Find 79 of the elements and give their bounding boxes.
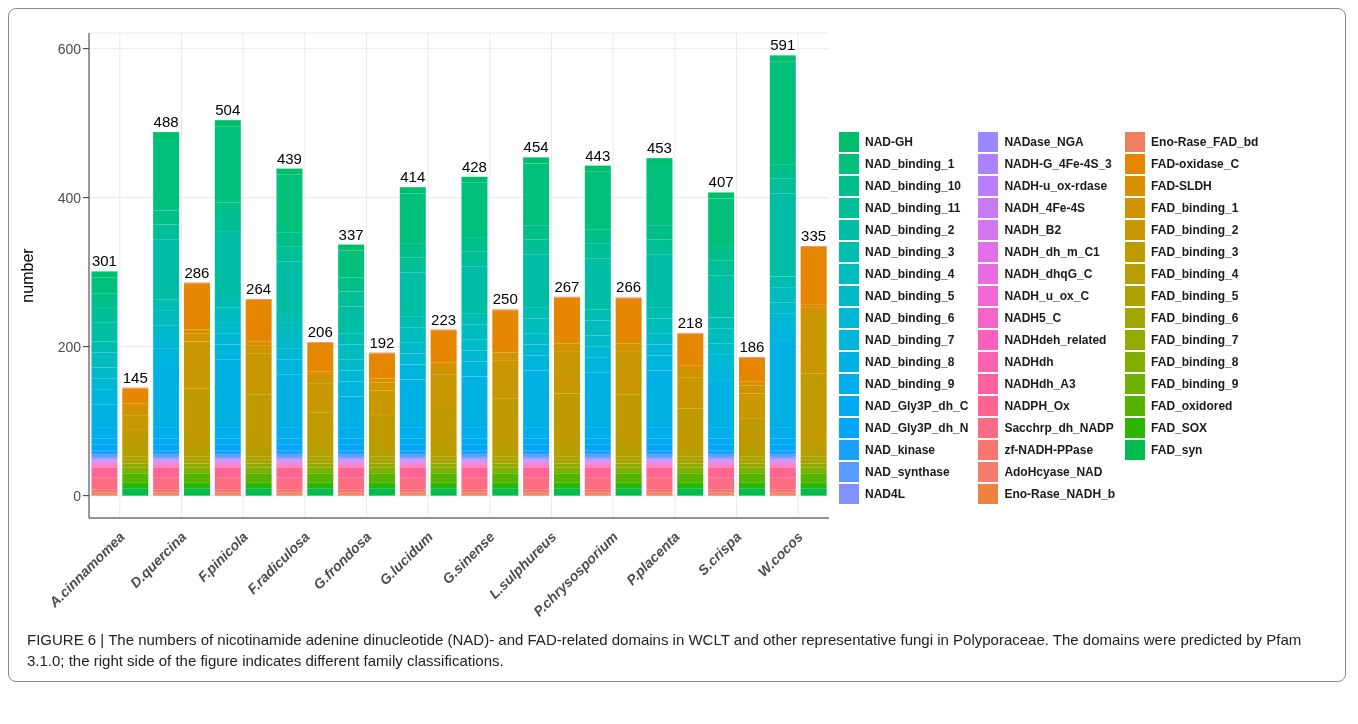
legend-label: NAD_binding_2 [865, 223, 955, 237]
legend-label: NAD_binding_4 [865, 267, 955, 281]
total-label: 504 [215, 101, 241, 119]
total-label: 454 [523, 138, 549, 156]
legend-label: AdoHcyase_NAD [1004, 465, 1103, 479]
total-label: 145 [122, 368, 148, 386]
total-label: 186 [739, 338, 765, 356]
total-label: 453 [646, 139, 672, 157]
total-label: 223 [431, 310, 457, 328]
legend-label: FAD_binding_3 [1151, 245, 1239, 259]
total-label: 286 [184, 263, 210, 281]
legend-label: NADH_dhqG_C [1004, 267, 1093, 281]
legend-label: NADH-G_4Fe-4S_3 [1004, 157, 1112, 171]
total-label: 301 [91, 252, 117, 270]
y-tick-label: 600 [57, 40, 82, 57]
legend-label: NADH_u_ox_C [1004, 289, 1090, 303]
total-label: 266 [616, 278, 642, 296]
legend-label: FAD_binding_4 [1151, 267, 1239, 281]
total-label: 264 [246, 279, 272, 297]
total-label: 206 [307, 323, 333, 341]
legend-label: FAD_binding_2 [1151, 223, 1239, 237]
legend-label: FAD-SLDH [1151, 179, 1212, 193]
total-label: 439 [276, 149, 302, 167]
legend-label: FAD_oxidored [1151, 399, 1233, 413]
legend-label: NAD_binding_5 [865, 289, 955, 303]
legend-label: Sacchrp_dh_NADP [1004, 421, 1114, 435]
legend-label: FAD_binding_5 [1151, 289, 1239, 303]
legend-label: NADH5_C [1004, 311, 1062, 325]
total-label: 335 [801, 227, 827, 245]
legend-label: Eno-Rase_NADH_b [1004, 487, 1116, 501]
legend-label: zf-NADH-PPase [1004, 443, 1094, 457]
total-label: 443 [585, 146, 611, 164]
total-label: 192 [369, 333, 395, 351]
legend-label: NADHdeh_related [1004, 333, 1107, 347]
legend-label: FAD-oxidase_C [1151, 157, 1240, 171]
caption: FIGURE 6 | The numbers of nicotinamide adenine dinucleotide (NAD)- and FAD-related domains in WCLT and other representative fungi in Polyporaceae. The domains were predicted by Pfam 3.1.0; the right side of the figure indicates different family classifications. [26, 630, 1303, 671]
total-label: 428 [461, 157, 487, 175]
legend-label: FAD_binding_8 [1151, 355, 1239, 369]
y-tick-label: 400 [57, 189, 82, 206]
legend-label: NADH_B2 [1004, 223, 1062, 237]
y-axis-title: number [18, 247, 36, 303]
legend-label: NAD_binding_6 [865, 311, 955, 325]
legend-label: FAD_binding_6 [1151, 311, 1239, 325]
total-label: 407 [708, 173, 734, 191]
legend-label: FAD_syn [1151, 443, 1203, 457]
legend-label: NADH_dh_m_C1 [1004, 245, 1100, 259]
total-label: 250 [492, 290, 518, 308]
legend-label: NADH_4Fe-4S [1004, 201, 1086, 215]
legend-label: NAD4L [865, 487, 906, 501]
legend-label: NADH-u_ox-rdase [1004, 179, 1108, 193]
total-label: 218 [677, 314, 703, 332]
legend-label: NAD_binding_10 [865, 179, 962, 193]
total-label: 337 [338, 225, 364, 243]
legend-label: NADase_NGA [1004, 135, 1084, 149]
legend-label: NADHdh [1004, 355, 1054, 369]
legend-label: NAD_binding_3 [865, 245, 955, 259]
legend-label: FAD_binding_9 [1151, 377, 1239, 391]
legend-label: NAD_synthase [865, 465, 950, 479]
legend-label: NAD_binding_1 [865, 157, 955, 171]
legend-label: FAD_SOX [1151, 421, 1208, 435]
y-tick-label: 0 [73, 487, 82, 504]
legend-label: NAD_Gly3P_dh_C [865, 399, 969, 413]
legend-label: NADPH_Ox [1004, 399, 1070, 413]
total-label: 267 [554, 277, 580, 295]
legend-label: NAD_binding_8 [865, 355, 955, 369]
total-label: 414 [400, 168, 426, 186]
total-label: 488 [153, 113, 179, 131]
legend-label: NAD_binding_7 [865, 333, 955, 347]
legend-label: NAD_binding_11 [865, 201, 961, 215]
legend-label: FAD_binding_1 [1151, 201, 1239, 215]
legend-label: NAD_kinase [865, 443, 936, 457]
legend-label: NAD_binding_9 [865, 377, 955, 391]
total-label: 591 [770, 36, 796, 54]
legend-label: FAD_binding_7 [1151, 333, 1239, 347]
legend-label: NADHdh_A3 [1004, 377, 1076, 391]
legend-label: Eno-Rase_FAD_bd [1151, 135, 1259, 149]
legend-label: NAD-GH [865, 135, 913, 149]
y-tick-label: 200 [57, 338, 82, 355]
legend-label: NAD_Gly3P_dh_N [865, 421, 969, 435]
